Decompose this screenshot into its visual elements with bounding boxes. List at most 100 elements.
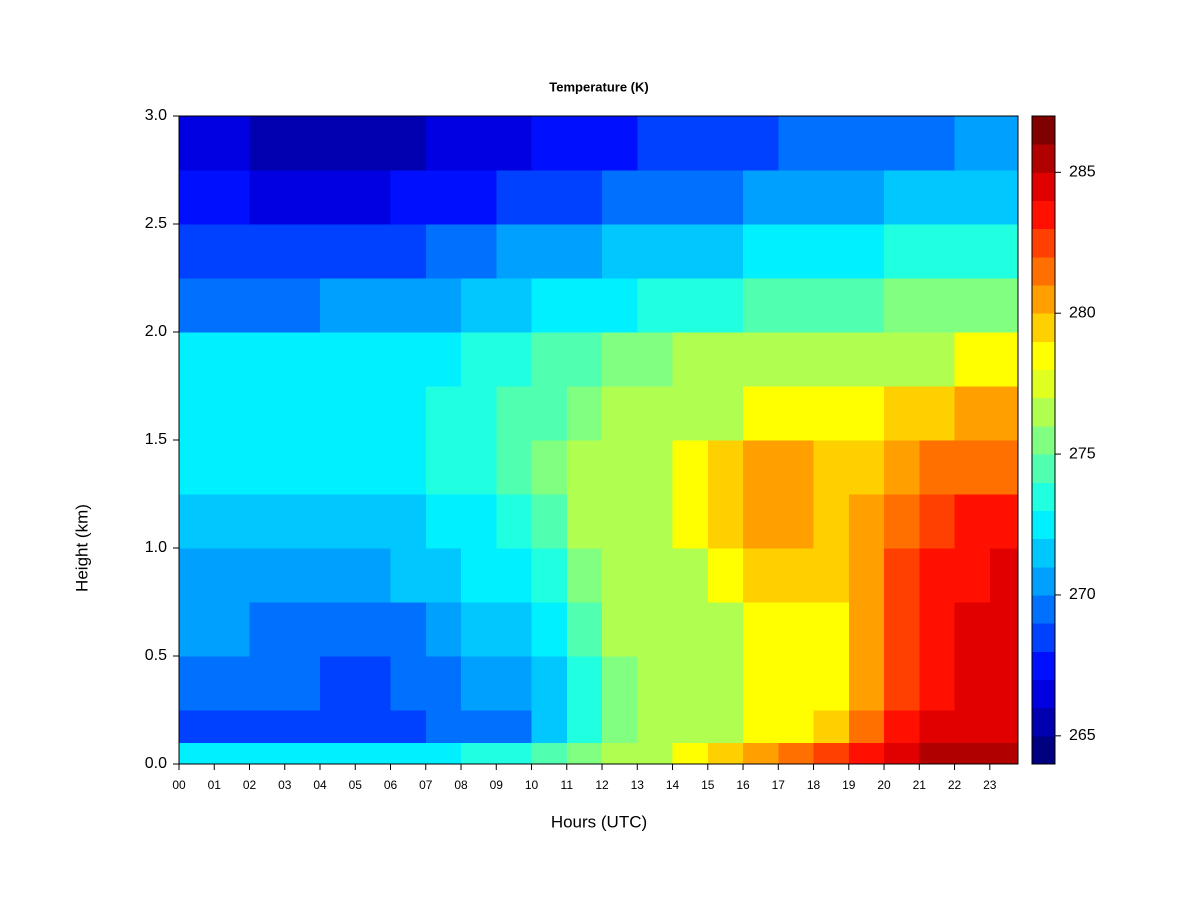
heatmap-cell — [425, 386, 462, 441]
heatmap-cell — [989, 386, 1019, 441]
heatmap-cell — [179, 440, 215, 495]
heatmap-cell — [884, 386, 920, 441]
heatmap-cell — [355, 494, 392, 549]
heatmap-cell — [602, 742, 638, 765]
heatmap-cell — [390, 170, 427, 225]
heatmap-cell — [284, 742, 321, 765]
heatmap-cell — [355, 332, 392, 387]
heatmap-cell — [249, 332, 286, 387]
heatmap-cell — [672, 170, 709, 225]
x-tick-label: 01 — [208, 778, 222, 792]
heatmap-cell — [989, 494, 1019, 549]
heatmap-cell — [954, 386, 991, 441]
heatmap-cell — [884, 224, 920, 279]
heatmap-cell — [954, 710, 991, 743]
heatmap-cell — [425, 494, 462, 549]
x-tick-label: 23 — [983, 778, 997, 792]
heatmap-cell — [214, 386, 251, 441]
x-tick-label: 13 — [631, 778, 645, 792]
heatmap-cell — [778, 386, 815, 441]
heatmap-cell — [602, 170, 638, 225]
heatmap-cell — [320, 742, 356, 765]
colorbar-tick-label: 285 — [1069, 164, 1096, 181]
heatmap-cell — [637, 494, 674, 549]
heatmap-cell — [848, 548, 885, 603]
heatmap-cell — [390, 656, 427, 711]
heatmap-cell — [637, 224, 674, 279]
heatmap-cell — [249, 116, 286, 171]
heatmap-cell — [884, 332, 920, 387]
heatmap-cell — [461, 440, 497, 495]
heatmap-cell — [954, 494, 991, 549]
heatmap-cell — [778, 224, 815, 279]
colorbar-band — [1032, 256, 1055, 286]
heatmap-cell — [919, 440, 956, 495]
heatmap-cell — [778, 548, 815, 603]
x-tick-label: 02 — [243, 778, 257, 792]
heatmap-cell — [848, 116, 885, 171]
heatmap-cell — [778, 278, 815, 333]
heatmap-cell — [637, 440, 674, 495]
heatmap-cell — [284, 224, 321, 279]
y-tick-label: 3.0 — [145, 107, 167, 124]
heatmap-cell — [848, 170, 885, 225]
heatmap-cell — [496, 278, 533, 333]
heatmap-cell — [496, 742, 533, 765]
heatmap-cell — [813, 602, 850, 657]
heatmap-cell — [179, 170, 215, 225]
heatmap-cell — [954, 224, 991, 279]
heatmap-cell — [919, 116, 956, 171]
heatmap-cell — [249, 494, 286, 549]
colorbar-band — [1032, 397, 1055, 427]
heatmap-cell — [461, 332, 497, 387]
colorbar-tick-label: 270 — [1069, 586, 1096, 603]
heatmap-cell — [179, 494, 215, 549]
x-tick-label: 12 — [595, 778, 609, 792]
heatmap-cell — [566, 170, 603, 225]
colorbar-tick-label: 280 — [1069, 304, 1096, 321]
heatmap-cell — [707, 656, 744, 711]
heatmap-cell — [848, 494, 885, 549]
heatmap-cell — [637, 170, 674, 225]
heatmap-cell — [390, 602, 427, 657]
x-tick-label: 10 — [525, 778, 539, 792]
heatmap-cell — [531, 386, 568, 441]
heatmap-cell — [672, 116, 709, 171]
heatmap-cell — [355, 386, 392, 441]
colorbar-band — [1032, 735, 1055, 765]
heatmap-cell — [249, 224, 286, 279]
heatmap-cell — [390, 548, 427, 603]
heatmap-cell — [249, 386, 286, 441]
heatmap-cell — [531, 116, 568, 171]
heatmap-cell — [355, 278, 392, 333]
colorbar-band — [1032, 116, 1055, 145]
heatmap-cell — [284, 386, 321, 441]
heatmap-cell — [778, 494, 815, 549]
colorbar-band — [1032, 425, 1055, 455]
heatmap-cell — [637, 710, 674, 743]
heatmap-cell — [637, 656, 674, 711]
heatmap-cell — [884, 548, 920, 603]
heatmap-cell — [249, 602, 286, 657]
heatmap-cell — [672, 386, 709, 441]
heatmap-cell — [566, 656, 603, 711]
heatmap-cell — [566, 440, 603, 495]
heatmap-cell — [390, 494, 427, 549]
colorbar-band — [1032, 200, 1055, 230]
heatmap-cell — [214, 332, 251, 387]
heatmap-cell — [320, 170, 356, 225]
heatmap-cell — [707, 440, 744, 495]
y-tick-label: 0.5 — [145, 647, 167, 664]
heatmap-cell — [637, 116, 674, 171]
heatmap-cell — [778, 170, 815, 225]
heatmap-cell — [602, 224, 638, 279]
heatmap-cell — [602, 278, 638, 333]
heatmap-cell — [602, 386, 638, 441]
heatmap-cell — [496, 386, 533, 441]
heatmap-cell — [531, 656, 568, 711]
colorbar-band — [1032, 594, 1055, 624]
colorbar-band — [1032, 623, 1055, 652]
colorbar-band — [1032, 172, 1055, 202]
heatmap-cell — [813, 278, 850, 333]
